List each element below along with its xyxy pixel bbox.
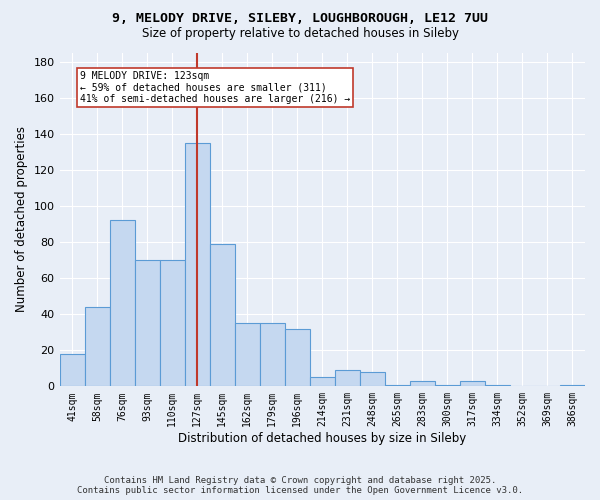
Bar <box>59 354 85 386</box>
Bar <box>285 328 310 386</box>
Text: Contains HM Land Registry data © Crown copyright and database right 2025.
Contai: Contains HM Land Registry data © Crown c… <box>77 476 523 495</box>
Bar <box>385 384 410 386</box>
Bar <box>560 384 585 386</box>
Text: Size of property relative to detached houses in Sileby: Size of property relative to detached ho… <box>142 28 458 40</box>
Bar <box>485 384 510 386</box>
Bar <box>435 384 460 386</box>
Bar <box>160 260 185 386</box>
Bar <box>110 220 134 386</box>
Bar <box>360 372 385 386</box>
X-axis label: Distribution of detached houses by size in Sileby: Distribution of detached houses by size … <box>178 432 466 445</box>
Bar <box>335 370 360 386</box>
Bar <box>260 323 285 386</box>
Bar <box>460 381 485 386</box>
Text: 9, MELODY DRIVE, SILEBY, LOUGHBOROUGH, LE12 7UU: 9, MELODY DRIVE, SILEBY, LOUGHBOROUGH, L… <box>112 12 488 26</box>
Bar <box>235 323 260 386</box>
Bar <box>410 381 435 386</box>
Text: 9 MELODY DRIVE: 123sqm
← 59% of detached houses are smaller (311)
41% of semi-de: 9 MELODY DRIVE: 123sqm ← 59% of detached… <box>80 70 350 104</box>
Bar <box>310 378 335 386</box>
Bar <box>185 142 209 386</box>
Bar <box>85 307 110 386</box>
Y-axis label: Number of detached properties: Number of detached properties <box>15 126 28 312</box>
Bar <box>134 260 160 386</box>
Bar <box>209 244 235 386</box>
